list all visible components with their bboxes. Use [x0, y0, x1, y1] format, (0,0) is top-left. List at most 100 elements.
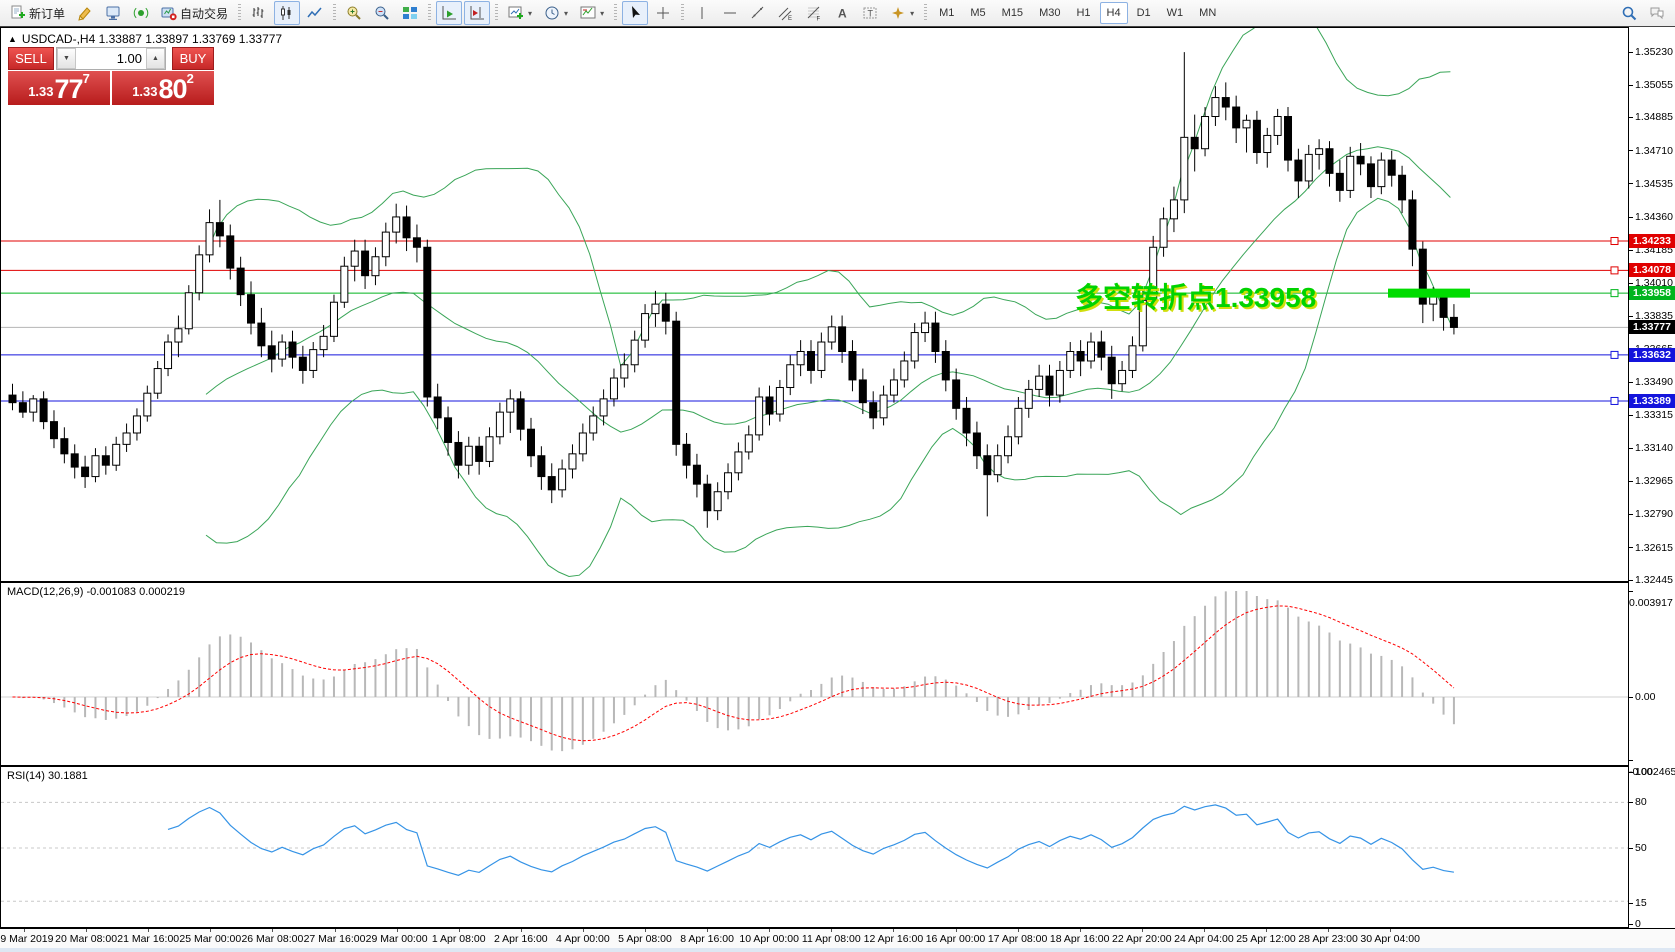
timeframe-button-m5[interactable]: M5	[970, 7, 986, 19]
highlight-trendline[interactable]	[1388, 288, 1470, 298]
ask-quote[interactable]: 1.33 80 2	[112, 71, 214, 105]
time-tick	[955, 929, 957, 932]
line-chart-button[interactable]	[302, 1, 328, 25]
chart-annotation-text[interactable]: 多空转折点1.33958	[1075, 282, 1317, 313]
time-tick	[458, 929, 460, 932]
new-order-button[interactable]: 新订单	[5, 1, 70, 25]
cursor-button[interactable]	[622, 1, 649, 25]
macd-panel[interactable]: MACD(12,26,9) -0.001083 0.000219	[0, 582, 1629, 766]
tile-windows-icon	[402, 5, 418, 21]
toolbar-group-scroll	[435, 0, 491, 27]
line-chart-icon	[307, 5, 323, 21]
crosshair-button[interactable]	[650, 1, 676, 25]
terminal-button[interactable]	[100, 1, 126, 25]
equidistant-channel-button[interactable]: E	[773, 1, 799, 25]
main-chart-panel[interactable]	[0, 27, 1629, 582]
zoom-in-button[interactable]	[341, 1, 367, 25]
chat-button[interactable]	[1644, 1, 1670, 25]
fibonacci-button[interactable]: F	[801, 1, 827, 25]
templates-button[interactable]: ▾	[575, 1, 609, 25]
price-chart-canvas[interactable]	[1, 28, 1628, 581]
rsi-panel[interactable]: RSI(14) 30.1881	[0, 766, 1629, 928]
symbol-header: ▲ USDCAD-,H4 1.33887 1.33897 1.33769 1.3…	[8, 32, 282, 46]
toolbar-grip	[495, 4, 499, 22]
zoom-out-button[interactable]	[369, 1, 395, 25]
price-tick: 1.35230	[1629, 46, 1675, 58]
timeframe-button-d1[interactable]: D1	[1136, 7, 1151, 19]
dropdown-arrow-icon[interactable]: ▾	[910, 8, 915, 18]
rsi-tick: 80	[1629, 796, 1675, 808]
level-price-tag: 1.33389	[1629, 393, 1675, 408]
ask-pip-digit: 2	[186, 71, 194, 86]
toolbar-group-right	[1615, 1, 1671, 25]
volume-input[interactable]: 1.00	[116, 51, 142, 66]
text-label-button[interactable]: T	[857, 1, 883, 25]
time-tick	[1390, 929, 1392, 932]
text-label-icon: T	[862, 5, 878, 21]
horizontal-line-icon	[722, 5, 738, 21]
macd-canvas[interactable]	[1, 583, 1628, 765]
rsi-tick: 50	[1629, 842, 1675, 854]
buy-button[interactable]: BUY	[172, 47, 214, 70]
bar-chart-button[interactable]	[246, 1, 272, 25]
timeframe-button-w1[interactable]: W1	[1166, 7, 1184, 19]
sell-button[interactable]: SELL	[8, 47, 54, 70]
time-tick	[831, 929, 833, 932]
level-price-tag: 1.33958	[1629, 286, 1675, 301]
candlestick-chart-button[interactable]	[274, 1, 301, 25]
timeframe-button-mn[interactable]: MN	[1199, 7, 1217, 19]
time-label: 2 Apr 16:00	[493, 933, 548, 945]
volume-decrease-button[interactable]: ▼	[57, 48, 76, 69]
toolbar-group-chart-type	[245, 0, 329, 27]
price-tick: 1.33835	[1629, 310, 1675, 322]
dropdown-arrow-icon[interactable]: ▾	[600, 8, 605, 18]
trendline-button[interactable]	[745, 1, 771, 25]
level-price-tag: 1.33632	[1629, 347, 1675, 362]
horizontal-line-button[interactable]	[717, 1, 743, 25]
timeframe-button-m15[interactable]: M15	[1001, 7, 1024, 19]
time-tick	[893, 929, 895, 932]
signals-button[interactable]	[128, 1, 154, 25]
level-lines[interactable]	[1, 237, 1628, 405]
timeframe-button-h4[interactable]: H4	[1099, 2, 1128, 24]
new-chart-button[interactable]: ▾	[503, 1, 537, 25]
periods-button[interactable]: ▾	[539, 1, 573, 25]
dropdown-arrow-icon[interactable]: ▾	[528, 8, 533, 18]
search-button[interactable]	[1616, 1, 1642, 25]
dropdown-arrow-icon[interactable]: ▾	[564, 8, 569, 18]
time-tick	[707, 929, 709, 932]
bottom-strip	[0, 948, 1675, 952]
toolbar-grip	[333, 4, 337, 22]
rsi-canvas[interactable]	[1, 767, 1628, 927]
time-label: 30 Apr 04:00	[1360, 933, 1420, 945]
macd-tick: 0.00	[1629, 691, 1675, 703]
ask-prefix: 1.33	[132, 84, 158, 99]
time-label: 24 Apr 04:00	[1174, 933, 1234, 945]
timeframe-button-h1[interactable]: H1	[1076, 7, 1091, 19]
bid-quote[interactable]: 1.33 77 7	[8, 71, 110, 105]
macd-label: MACD(12,26,9) -0.001083 0.000219	[7, 586, 185, 598]
timeframe-button-m1[interactable]: M1	[939, 7, 955, 19]
time-axis[interactable]: 19 Mar 2019 20 Mar 08:00 21 Mar 16:00 25 Ma…	[0, 928, 1675, 948]
timeframe-button-m30[interactable]: M30	[1039, 7, 1061, 19]
volume-increase-button[interactable]: ▲	[146, 48, 165, 69]
chart-shift-button[interactable]	[464, 1, 491, 25]
auto-scroll-button[interactable]	[436, 1, 463, 25]
chat-icon	[1649, 5, 1665, 21]
price-tick: 1.33490	[1629, 376, 1675, 388]
tile-windows-button[interactable]	[397, 1, 423, 25]
price-tick: 1.34885	[1629, 111, 1675, 123]
time-label: 29 Mar 00:00	[365, 933, 428, 945]
crayon-button[interactable]	[72, 1, 98, 25]
vertical-line-button[interactable]	[689, 1, 715, 25]
collapse-icon[interactable]: ▲	[8, 34, 17, 44]
price-axis[interactable]: 1.35230 1.35055 1.34885 1.34710 1.34535 1.343…	[1629, 27, 1675, 930]
arrows-button[interactable]: ▾	[885, 1, 919, 25]
radio-icon	[133, 5, 149, 21]
text-button[interactable]: A	[829, 1, 855, 25]
autotrading-button[interactable]: 自动交易	[156, 1, 233, 25]
level-price-tag: 1.34078	[1629, 263, 1675, 278]
macd-signal-line	[12, 605, 1455, 742]
toolbar: 新订单 自动交易	[0, 0, 1675, 27]
